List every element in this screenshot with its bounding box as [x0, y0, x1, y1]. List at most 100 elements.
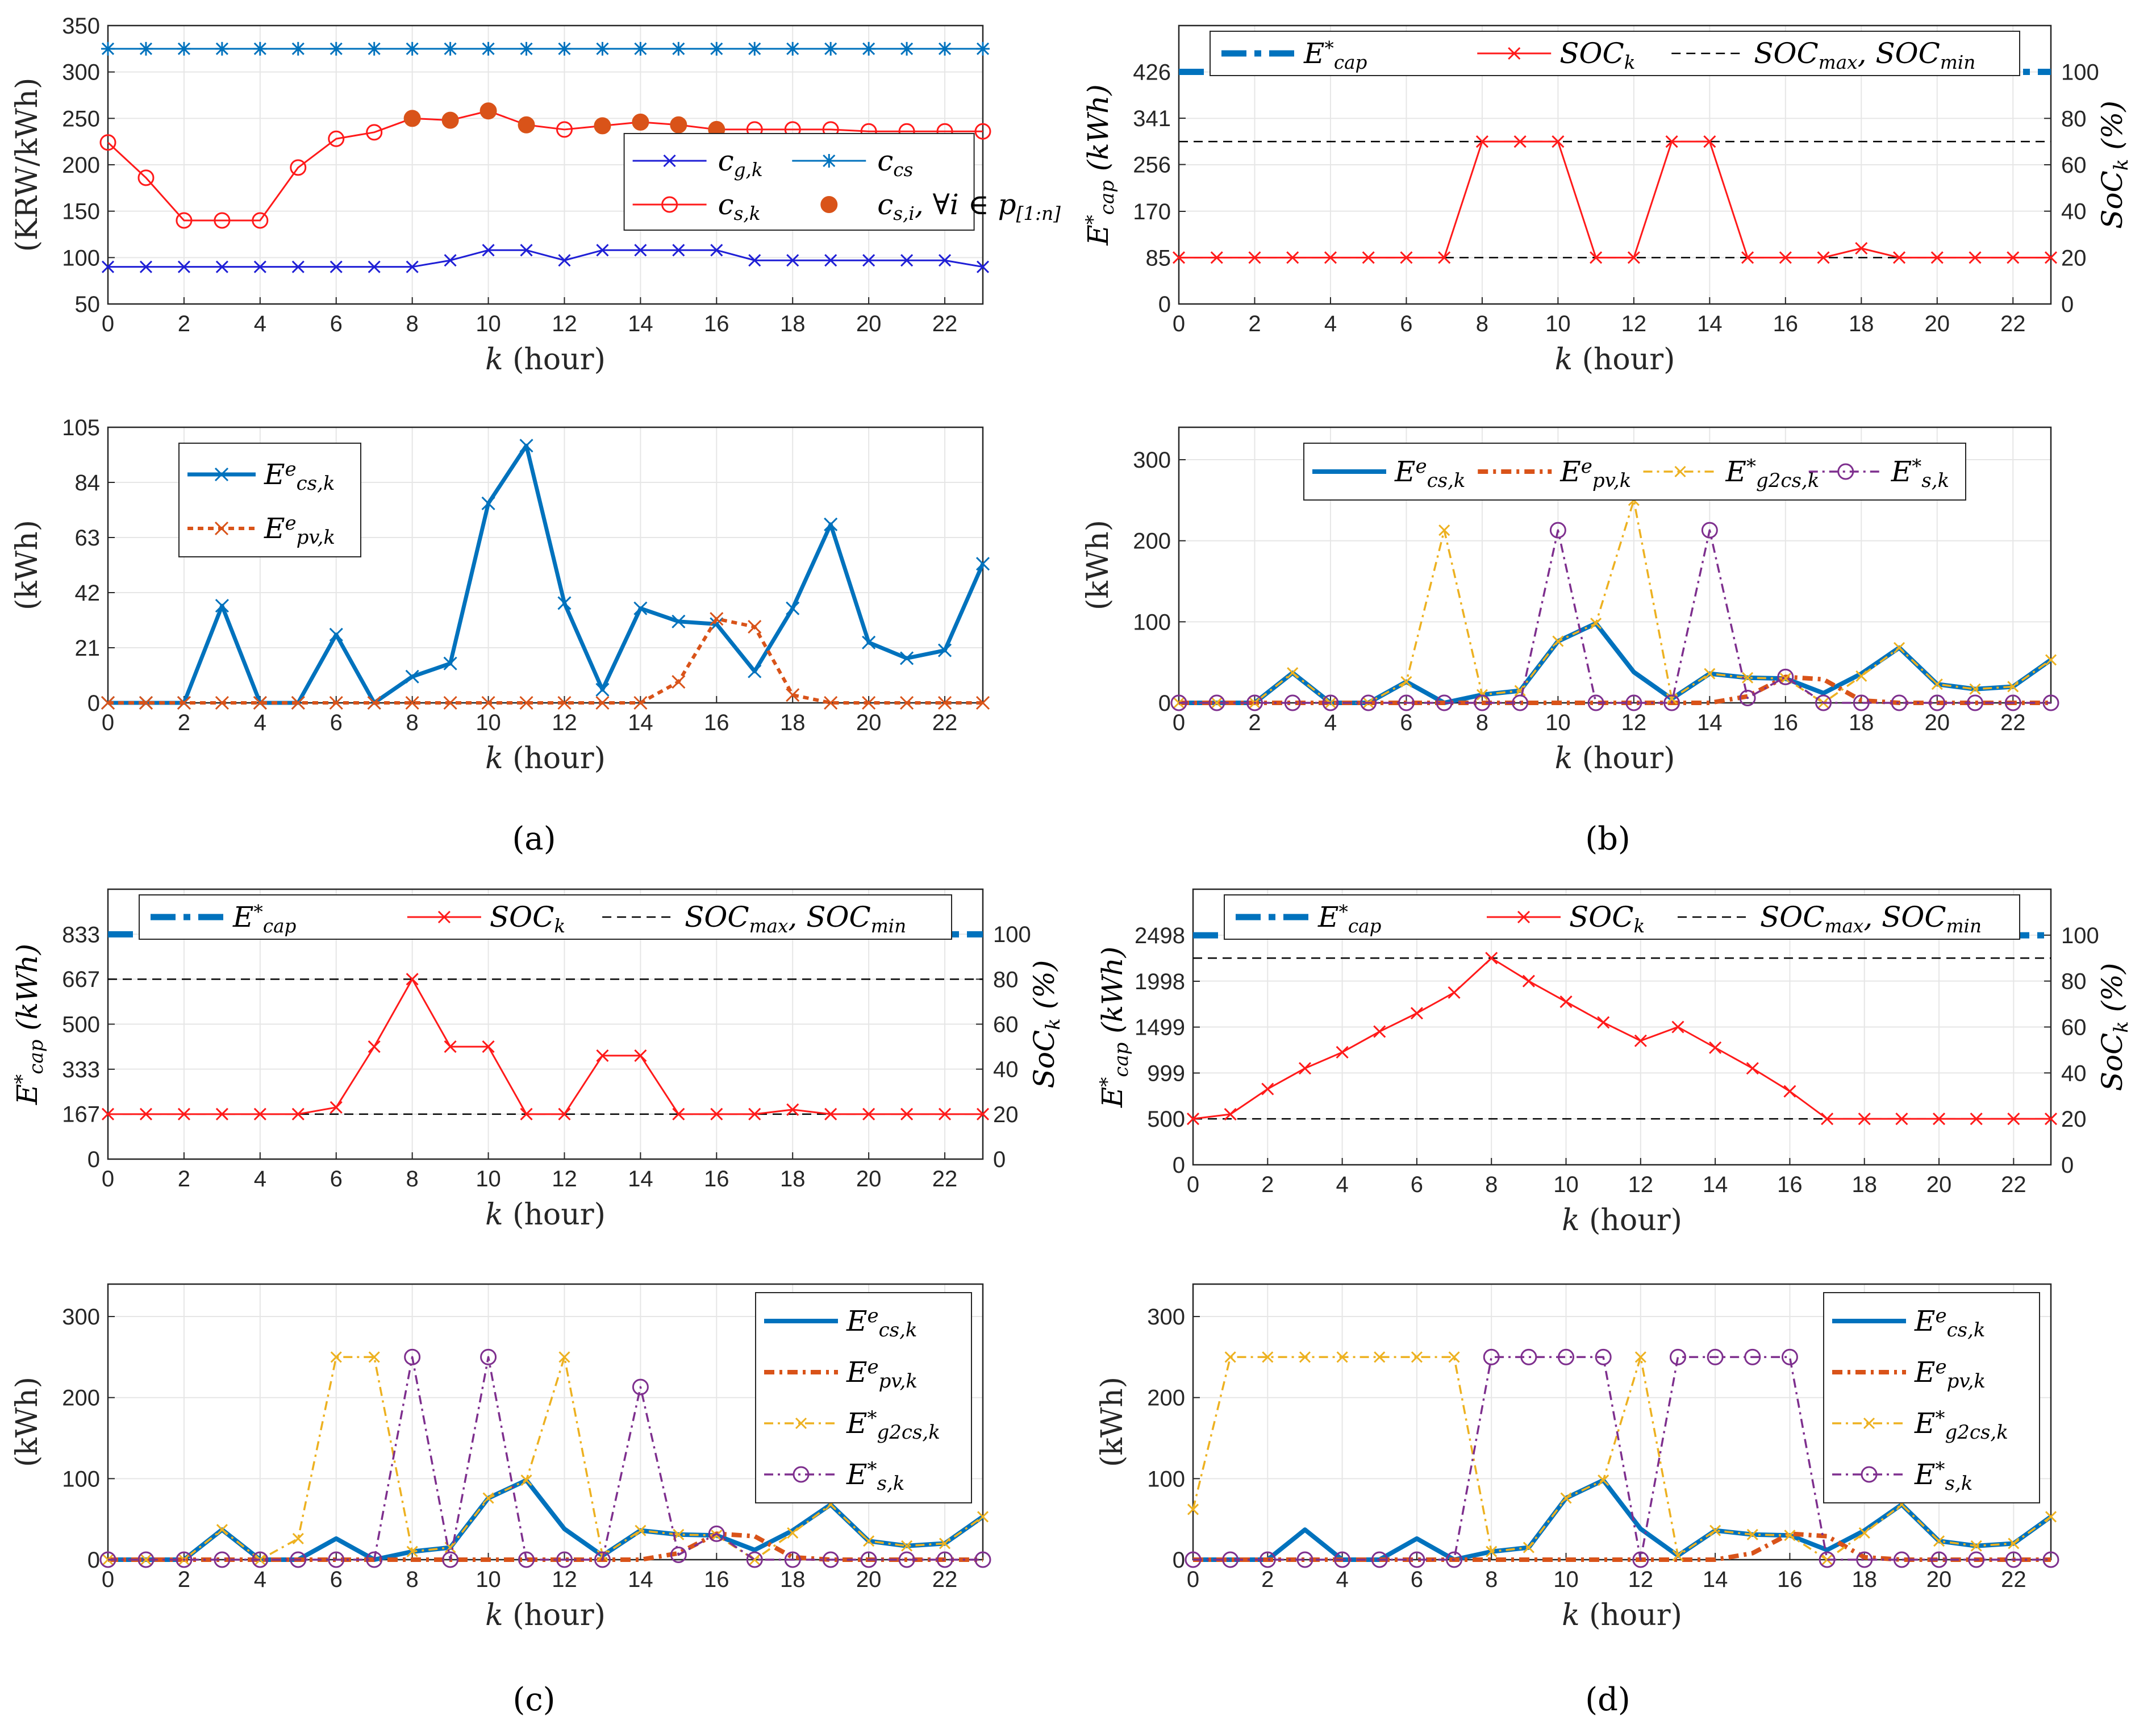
- x-tick-label: 22: [2001, 1567, 2026, 1592]
- data-point: [1187, 1503, 1199, 1515]
- x-tick-label: 14: [628, 1166, 653, 1191]
- y-axis-label-text-part: cap: [1096, 180, 1119, 215]
- data-point: [1821, 1113, 1834, 1126]
- x-tick-label: 8: [1476, 311, 1488, 336]
- data-point: [786, 254, 799, 267]
- data-point-stroke: [711, 1530, 723, 1541]
- data-point-ring: [1632, 1551, 1649, 1568]
- data-point: [784, 1551, 801, 1568]
- legend-entry-part: E: [264, 458, 285, 491]
- x-axis-label-unit: (hour): [503, 1198, 606, 1232]
- data-point: [1744, 1348, 1761, 1365]
- x-tick-label: 12: [1621, 710, 1647, 735]
- legend-entry-part: *: [1339, 901, 1348, 923]
- data-point-stroke: [1634, 1034, 1647, 1047]
- data-point: [863, 1535, 875, 1547]
- data-point: [330, 260, 343, 273]
- data-point-stroke: [216, 1524, 228, 1536]
- data-point: [253, 1107, 266, 1120]
- x-tick-label: 16: [1773, 311, 1799, 336]
- data-point: [976, 260, 990, 273]
- data-point: [1819, 1551, 1836, 1568]
- data-point: [824, 1107, 837, 1120]
- data-point: [329, 627, 343, 641]
- legend-marker: [1674, 465, 1686, 478]
- data-point: [1436, 694, 1453, 711]
- data-point-stroke: [330, 1351, 342, 1363]
- x-tick-label: 18: [1851, 1172, 1877, 1197]
- caption-a: (a): [512, 820, 556, 857]
- series-line: [1179, 674, 2051, 705]
- data-point: [1783, 1085, 1796, 1098]
- data-point: [557, 596, 572, 610]
- data-point: [519, 439, 533, 453]
- data-point-ring: [1549, 522, 1566, 539]
- legend-entry-part: e: [285, 512, 297, 535]
- x-axis-label-var: k: [1555, 343, 1573, 377]
- data-point-stroke: [215, 695, 229, 710]
- data-point-stroke: [519, 439, 533, 453]
- x-tick-label: 4: [254, 1567, 266, 1592]
- data-point-stroke: [1597, 1016, 1610, 1029]
- data-point-stroke: [1598, 1474, 1609, 1486]
- data-point-ring: [1587, 694, 1604, 711]
- data-point-stroke: [862, 695, 876, 710]
- data-point: [824, 517, 838, 531]
- legend-marker-stroke: [1508, 47, 1521, 60]
- data-point-stroke: [1634, 1351, 1646, 1363]
- data-point: [519, 695, 533, 710]
- data-point-ring: [1334, 1551, 1351, 1568]
- x-tick-label: 12: [552, 311, 577, 336]
- data-point: [1559, 995, 1573, 1009]
- data-point-stroke: [710, 612, 724, 626]
- data-point: [824, 254, 837, 267]
- data-point-stroke: [786, 601, 800, 615]
- data-point: [596, 1049, 609, 1062]
- data-point-ring: [1322, 694, 1339, 711]
- legend-entry-part: s,k: [734, 203, 761, 224]
- data-point: [862, 1107, 875, 1120]
- data-point-ring: [137, 169, 155, 186]
- legend-entry-part: *: [1912, 455, 1921, 478]
- data-point: [1853, 694, 1870, 711]
- y-right-axis-label-text-part: k: [1042, 1018, 1065, 1030]
- x-tick-label: 18: [780, 1166, 806, 1191]
- data-point-stroke: [748, 664, 762, 678]
- data-point: [1587, 694, 1604, 711]
- data-point-stroke: [215, 1107, 228, 1120]
- data-point-stroke: [329, 695, 343, 710]
- data-point: [253, 260, 266, 273]
- data-point: [1398, 694, 1415, 711]
- data-point: [632, 113, 649, 131]
- data-point-stroke: [1671, 1020, 1684, 1034]
- series-line: [107, 110, 983, 222]
- legend-entry-part: E: [1394, 455, 1416, 488]
- data-point-ring: [176, 212, 193, 229]
- data-point: [1704, 668, 1716, 680]
- data-point: [1891, 694, 1908, 711]
- data-point-stroke: [824, 254, 837, 267]
- data-point: [1222, 1551, 1239, 1568]
- legend-marker-stroke: [663, 154, 676, 168]
- data-point-ring: [784, 1551, 801, 1568]
- legend-entry-part: c: [718, 144, 734, 177]
- data-point: [1296, 1551, 1313, 1568]
- x-tick-label: 10: [1545, 311, 1571, 336]
- data-point: [1336, 1045, 1349, 1059]
- series-line: [1179, 499, 2052, 704]
- data-point: [481, 41, 495, 56]
- data-point-stroke: [520, 1107, 533, 1120]
- data-point: [748, 41, 762, 56]
- data-point: [482, 244, 495, 257]
- data-point: [1709, 1041, 1722, 1054]
- data-point-ring: [442, 1551, 459, 1568]
- data-point-stroke: [1336, 1351, 1348, 1363]
- x-axis-label-var: k: [485, 1598, 503, 1632]
- y-axis-label-text: (KRW/kWh): [10, 78, 44, 252]
- data-point-ring: [99, 134, 116, 151]
- data-point-stroke: [1895, 1113, 1908, 1126]
- data-point-stroke: [1930, 251, 1944, 264]
- legend-entry-part: e: [285, 458, 297, 481]
- data-point: [901, 1540, 913, 1552]
- data-point-stroke: [748, 254, 761, 267]
